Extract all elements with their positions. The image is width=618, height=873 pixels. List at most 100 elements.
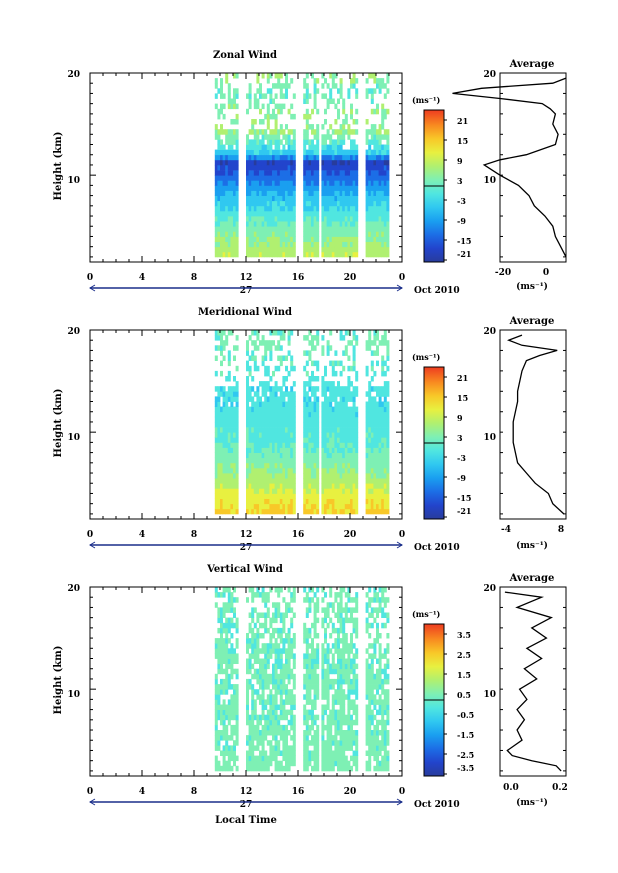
heatmap-cell <box>266 684 270 690</box>
heatmap-cell <box>321 437 325 443</box>
heatmap-cell <box>376 83 379 89</box>
heatmap-cell <box>370 663 374 670</box>
heatmap-cell <box>383 226 387 232</box>
heatmap-cell <box>274 658 278 664</box>
heatmap-cell <box>313 765 317 772</box>
heatmap-cell <box>373 638 377 644</box>
heatmap-cell <box>303 406 307 413</box>
heatmap-cell <box>376 129 379 135</box>
heatmap-cell <box>376 592 379 598</box>
heatmap-cell <box>251 411 255 418</box>
heatmap-cell <box>269 750 273 756</box>
heatmap-cell <box>253 473 257 479</box>
heatmap-cell <box>324 134 327 140</box>
heatmap-cell <box>230 467 234 474</box>
heatmap-cell <box>303 386 307 392</box>
heatmap-cell <box>326 421 330 428</box>
heatmap-cell <box>272 416 275 423</box>
heatmap-cell <box>303 498 307 505</box>
heatmap-cell <box>274 745 278 751</box>
heatmap-cell <box>246 164 249 171</box>
heatmap-cell <box>339 335 343 341</box>
heatmap-cell <box>326 503 330 510</box>
heatmap-cell <box>256 103 260 110</box>
heatmap-cell <box>222 627 226 634</box>
heatmap-cell <box>373 488 377 494</box>
heatmap-cell <box>326 668 330 675</box>
heatmap-cell <box>352 597 356 603</box>
heatmap-cell <box>235 638 239 644</box>
heatmap-cell <box>259 673 262 680</box>
heatmap-cell <box>347 740 351 746</box>
heatmap-cell <box>279 730 283 736</box>
heatmap-cell <box>352 709 356 716</box>
heatmap-cell <box>342 200 346 207</box>
heatmap-cell <box>386 159 390 166</box>
heatmap-cell <box>383 508 387 515</box>
heatmap-cell <box>220 633 223 639</box>
heatmap-cell <box>214 587 218 593</box>
heatmap-cell <box>269 673 273 680</box>
heatmap-cell <box>282 210 286 217</box>
heatmap-cell <box>220 447 223 453</box>
x-tick-label: 20 <box>344 273 357 283</box>
heatmap-cell <box>350 416 353 423</box>
heatmap-cell <box>272 221 275 227</box>
heatmap-cell <box>344 164 348 171</box>
heatmap-cell <box>324 684 327 690</box>
heatmap-cell <box>248 457 252 464</box>
heatmap-cell <box>313 663 317 670</box>
heatmap-cell <box>222 473 226 479</box>
heatmap-cell <box>326 144 330 150</box>
heatmap-cell <box>230 699 234 705</box>
heatmap-cell <box>347 730 351 736</box>
heatmap-cell <box>214 226 218 232</box>
heatmap-cell <box>227 587 231 593</box>
heatmap-cell <box>308 740 312 746</box>
heatmap-cell <box>287 503 291 510</box>
heatmap-cell <box>222 643 226 649</box>
heatmap-cell <box>256 401 260 407</box>
heatmap-cell <box>285 216 288 222</box>
heatmap-cell <box>337 226 340 232</box>
heatmap-cell <box>383 498 387 505</box>
heatmap-cell <box>217 170 221 176</box>
heatmap-cell <box>279 124 283 130</box>
heatmap-cell <box>282 483 286 489</box>
heatmap-cell <box>334 195 338 202</box>
heatmap-cell <box>253 653 257 659</box>
heatmap-cell <box>378 498 382 505</box>
heatmap-cell <box>256 421 260 428</box>
heatmap-cell <box>334 421 338 428</box>
heatmap-cell <box>337 488 340 494</box>
colorbar-tick: 0.5 <box>457 690 471 700</box>
heatmap-cell <box>342 452 346 459</box>
heatmap-cell <box>352 447 356 453</box>
heatmap-cell <box>303 508 307 515</box>
heatmap-cell <box>246 134 249 140</box>
heatmap-cell <box>264 643 268 649</box>
heatmap-cell <box>285 658 288 664</box>
heatmap-cell <box>292 200 296 207</box>
heatmap-cell <box>376 678 379 685</box>
heatmap-cell <box>227 658 231 664</box>
heatmap-cell <box>337 180 340 186</box>
heatmap-cell <box>386 416 390 423</box>
heatmap-cell <box>368 164 372 171</box>
heatmap-cell <box>259 108 262 115</box>
heatmap-cell <box>230 503 234 510</box>
heatmap-cell <box>350 437 353 443</box>
heatmap-cell <box>251 170 255 176</box>
heatmap-cell <box>373 144 377 150</box>
heatmap-cell <box>331 493 335 499</box>
heatmap-cell <box>269 719 273 726</box>
heatmap-cell <box>253 714 257 721</box>
heatmap-cell <box>376 689 379 695</box>
heatmap-cell <box>347 442 351 448</box>
heatmap-cell <box>308 200 312 207</box>
heatmap-cell <box>235 180 239 186</box>
heatmap-cell <box>246 643 249 649</box>
heatmap-cell <box>334 103 338 110</box>
colorbar-unit: (ms⁻¹) <box>412 352 440 362</box>
heatmap-cell <box>321 643 325 649</box>
